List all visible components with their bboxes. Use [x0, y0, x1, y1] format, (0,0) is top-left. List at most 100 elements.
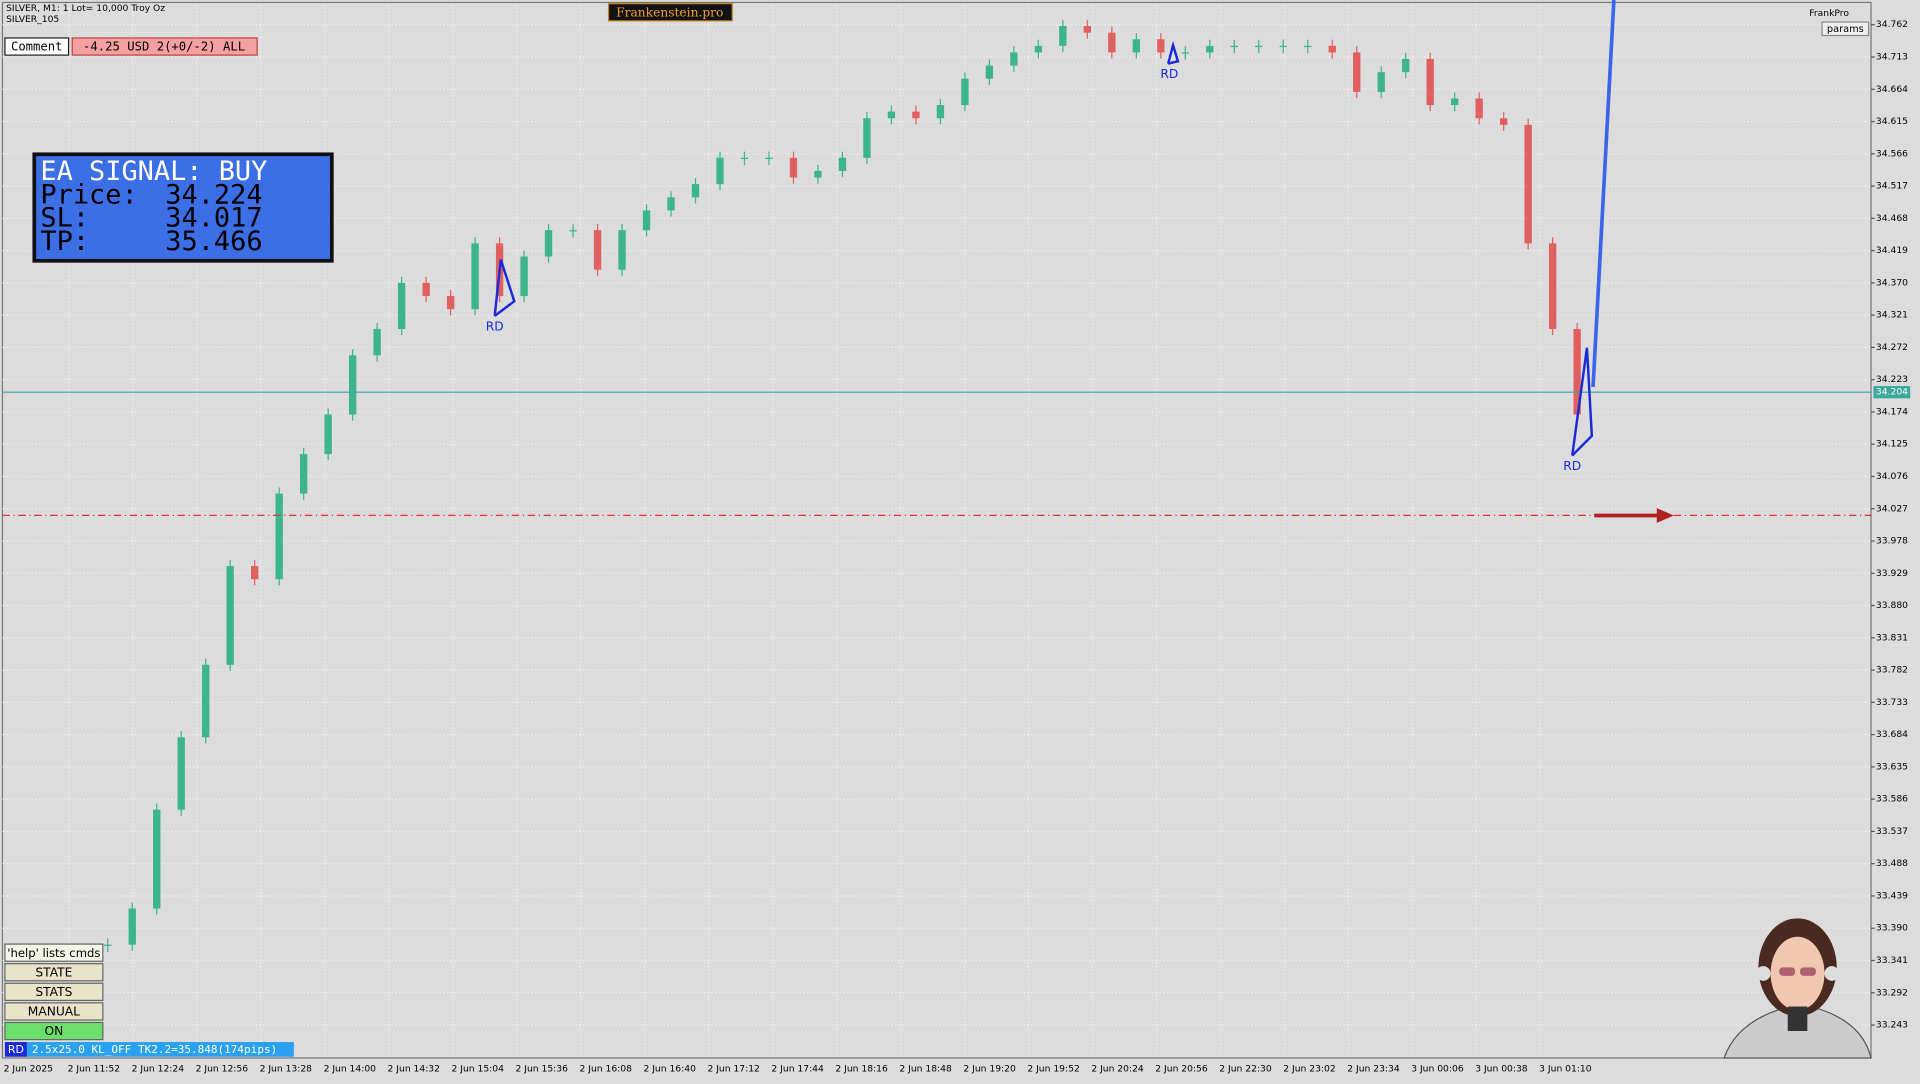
stats-button[interactable] — [4, 982, 104, 1002]
candle — [397, 282, 406, 329]
candle — [300, 454, 308, 494]
candle — [691, 184, 700, 198]
signal-title: EA SIGNAL: BUY — [40, 156, 267, 187]
y-tick-label: 33.635 — [1876, 761, 1908, 772]
comment-label: Comment — [11, 40, 63, 54]
grid: 34.762 34.713 34.664 34.615 34.566 34.517 34.4… — [2, 3, 1908, 1074]
y-tick-label: 34.664 — [1876, 84, 1908, 95]
help-text: 'help' lists cmds — [7, 946, 100, 960]
manual-button[interactable] — [4, 1002, 104, 1021]
candle — [1034, 45, 1043, 53]
sl-arrow-head — [1656, 508, 1674, 523]
state-text[interactable]: STATE — [35, 965, 72, 979]
x-tick-label: 2 Jun 23:34 — [1347, 1063, 1400, 1074]
current-price-label: 34.204 — [1876, 387, 1908, 398]
on-text[interactable]: ON — [44, 1024, 63, 1038]
signal-tp-label: TP: — [40, 226, 89, 257]
candle — [667, 197, 675, 211]
x-tick-label: 2 Jun 2025 — [4, 1063, 54, 1074]
x-tick-label: 2 Jun 14:00 — [324, 1063, 377, 1074]
y-tick-label: 33.488 — [1876, 858, 1908, 869]
rd-label: RD — [486, 319, 504, 333]
y-tick-label: 34.223 — [1876, 374, 1908, 385]
rd-pattern — [1166, 40, 1180, 65]
y-tick-label: 34.615 — [1876, 116, 1908, 127]
candle — [153, 809, 161, 909]
signal-price-label: Price: — [40, 179, 137, 210]
x-tick-label: 2 Jun 20:24 — [1091, 1063, 1144, 1074]
stats-text[interactable]: STATS — [35, 985, 72, 999]
candle — [961, 78, 969, 106]
y-tick-label: 34.272 — [1876, 342, 1908, 353]
x-tick-label: 3 Jun 00:06 — [1411, 1063, 1464, 1074]
x-tick-label: 2 Jun 16:08 — [579, 1063, 632, 1074]
candle — [1279, 45, 1287, 48]
y-tick-label: 34.517 — [1876, 181, 1908, 192]
rd-pattern — [1571, 347, 1594, 457]
candle — [251, 566, 259, 580]
y-tick-label: 33.586 — [1876, 794, 1908, 805]
candle — [1402, 58, 1410, 73]
candle — [642, 210, 651, 231]
candle — [520, 256, 528, 297]
help-box — [4, 943, 104, 962]
params-text[interactable]: params — [1827, 24, 1864, 35]
candle — [226, 566, 234, 665]
candle — [128, 908, 136, 945]
y-tick-label: 33.243 — [1876, 1020, 1908, 1031]
candle — [1377, 72, 1385, 92]
candle — [471, 243, 479, 310]
y-tick-label: 34.027 — [1876, 503, 1908, 514]
x-tick-label: 2 Jun 15:04 — [452, 1063, 505, 1074]
y-tick-label: 34.419 — [1876, 245, 1908, 256]
signal-sl-label: SL: — [40, 203, 89, 234]
status-tag: RD — [8, 1043, 24, 1056]
x-tick-label: 3 Jun 00:38 — [1475, 1063, 1528, 1074]
candle — [1181, 52, 1189, 54]
x-tick-label: 2 Jun 11:52 — [68, 1063, 120, 1074]
signal-price: 34.224 — [165, 179, 262, 210]
candle — [1475, 98, 1483, 119]
symbol-info: SILVER, M1: 1 Lot= 10,000 Troy Oz — [6, 3, 165, 14]
state-button[interactable] — [4, 963, 104, 982]
candle — [1255, 45, 1263, 48]
x-tick-label: 2 Jun 12:56 — [196, 1063, 249, 1074]
candle — [985, 65, 994, 79]
candle — [1157, 39, 1165, 53]
x-tick-label: 2 Jun 12:24 — [132, 1063, 185, 1074]
x-tick-label: 2 Jun 22:30 — [1219, 1063, 1272, 1074]
candle — [936, 105, 945, 119]
on-button[interactable] — [4, 1021, 104, 1041]
candle — [324, 414, 332, 455]
candle — [275, 493, 283, 580]
x-tick-label: 2 Jun 20:56 — [1155, 1063, 1208, 1074]
x-tick-label: 2 Jun 19:20 — [963, 1063, 1016, 1074]
y-tick-label: 33.439 — [1876, 890, 1908, 901]
candle — [1108, 32, 1116, 53]
y-tick-label: 33.390 — [1876, 923, 1908, 934]
y-tick-label: 33.537 — [1876, 826, 1908, 837]
y-tick-label: 33.341 — [1876, 955, 1908, 966]
candle — [1230, 45, 1238, 48]
x-tick-label: 2 Jun 15:36 — [516, 1063, 569, 1074]
candle — [740, 157, 749, 159]
manual-text[interactable]: MANUAL — [28, 1005, 80, 1019]
x-tick-label: 3 Jun 01:10 — [1539, 1063, 1592, 1074]
candle — [1328, 45, 1336, 53]
candle — [716, 157, 724, 185]
x-tick-label: 2 Jun 16:40 — [643, 1063, 696, 1074]
signal-tp: 35.466 — [165, 226, 262, 257]
candle — [1524, 124, 1532, 244]
candle — [422, 282, 430, 297]
candle — [544, 230, 553, 257]
y-tick-label: 33.978 — [1876, 536, 1908, 547]
candle — [1548, 243, 1557, 329]
y-tick-label: 33.684 — [1876, 729, 1908, 740]
y-tick-label: 34.174 — [1876, 406, 1908, 417]
params-button[interactable] — [1821, 21, 1870, 37]
y-tick-label: 33.880 — [1876, 600, 1908, 611]
candle — [569, 230, 577, 232]
rd-label: RD — [1563, 459, 1581, 473]
account-info: SILVER_105 — [6, 14, 59, 25]
brand: Frankenstein.pro — [616, 5, 723, 19]
